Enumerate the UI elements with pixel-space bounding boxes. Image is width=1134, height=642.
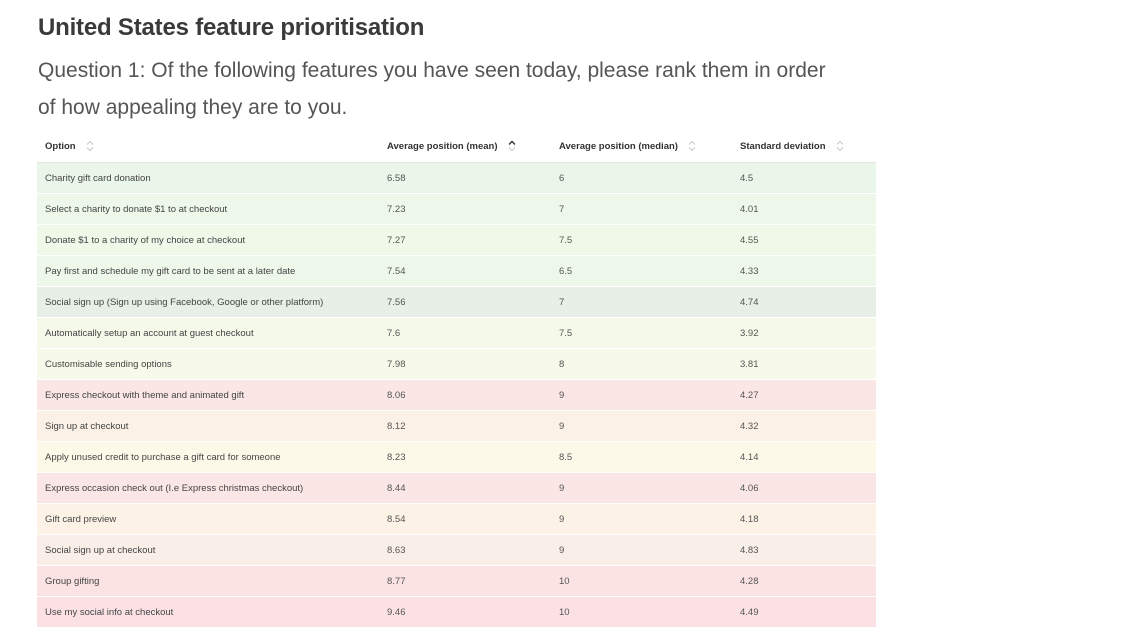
column-header-stddev[interactable]: Standard deviation (732, 140, 876, 152)
cell-option: Group gifting (45, 575, 100, 587)
cell-median: 8.5 (559, 451, 573, 463)
column-header-mean[interactable]: Average position (mean) (379, 140, 551, 152)
cell-option: Sign up at checkout (45, 420, 129, 432)
cell-option: Express occasion check out (I.e Express … (45, 482, 304, 494)
cell-stddev: 4.32 (740, 420, 759, 432)
question-text: Question 1: Of the following features yo… (38, 59, 826, 119)
cell-mean: 7.56 (387, 296, 406, 308)
cell-mean: 8.06 (387, 389, 406, 401)
column-header-label: Average position (mean) (387, 140, 498, 152)
table-row: Express occasion check out (I.e Express … (37, 473, 876, 504)
cell-median: 9 (559, 482, 565, 494)
cell-option: Gift card preview (45, 513, 117, 525)
cell-stddev: 4.74 (740, 296, 759, 308)
cell-option: Social sign up at checkout (45, 544, 156, 556)
table-row: Use my social info at checkout 9.46 10 4.49 (37, 597, 876, 628)
cell-median: 8 (559, 358, 565, 370)
table-row: Donate $1 to a charity of my choice at c… (37, 225, 876, 256)
cell-mean: 8.23 (387, 451, 406, 463)
cell-median: 9 (559, 420, 565, 432)
cell-median: 9 (559, 513, 565, 525)
cell-median: 7 (559, 296, 565, 308)
cell-mean: 7.27 (387, 234, 406, 246)
cell-median: 6.5 (559, 265, 573, 277)
table-row: Gift card preview 8.54 9 4.18 (37, 504, 876, 535)
cell-stddev: 4.27 (740, 389, 759, 401)
cell-option: Pay first and schedule my gift card to b… (45, 265, 296, 277)
table-row: Customisable sending options 7.98 8 3.81 (37, 349, 876, 380)
cell-mean: 8.12 (387, 420, 406, 432)
sort-neutral-icon (836, 140, 844, 152)
cell-stddev: 4.28 (740, 575, 759, 587)
cell-stddev: 4.14 (740, 451, 759, 463)
column-header-option[interactable]: Option (37, 140, 379, 152)
cell-option: Automatically setup an account at guest … (45, 327, 254, 339)
table-row: Sign up at checkout 8.12 9 4.32 (37, 411, 876, 442)
cell-mean: 8.77 (387, 575, 406, 587)
cell-option: Donate $1 to a charity of my choice at c… (45, 234, 246, 246)
sort-ascending-icon (508, 140, 516, 152)
table-row: Group gifting 8.77 10 4.28 (37, 566, 876, 597)
column-header-label: Option (45, 140, 76, 152)
cell-stddev: 3.92 (740, 327, 759, 339)
cell-median: 7 (559, 203, 565, 215)
cell-option: Express checkout with theme and animated… (45, 389, 245, 401)
cell-median: 7.5 (559, 234, 573, 246)
cell-stddev: 4.33 (740, 265, 759, 277)
cell-median: 10 (559, 606, 570, 618)
cell-option: Apply unused credit to purchase a gift c… (45, 451, 281, 463)
cell-option: Customisable sending options (45, 358, 172, 370)
cell-mean: 7.23 (387, 203, 406, 215)
cell-stddev: 4.83 (740, 544, 759, 556)
cell-mean: 7.6 (387, 327, 401, 339)
table-row: Charity gift card donation 6.58 6 4.5 (37, 163, 876, 194)
cell-mean: 7.98 (387, 358, 406, 370)
cell-median: 7.5 (559, 327, 573, 339)
cell-stddev: 4.55 (740, 234, 759, 246)
cell-stddev: 4.01 (740, 203, 759, 215)
column-header-median[interactable]: Average position (median) (551, 140, 732, 152)
table-row: Apply unused credit to purchase a gift c… (37, 442, 876, 473)
cell-mean: 6.58 (387, 172, 406, 184)
cell-mean: 8.54 (387, 513, 406, 525)
cell-stddev: 3.81 (740, 358, 759, 370)
results-table: Option Average position (mean) Average p… (37, 130, 876, 628)
cell-stddev: 4.49 (740, 606, 759, 618)
cell-mean: 8.44 (387, 482, 406, 494)
table-row: Pay first and schedule my gift card to b… (37, 256, 876, 287)
cell-option: Select a charity to donate $1 to at chec… (45, 203, 228, 215)
cell-mean: 9.46 (387, 606, 406, 618)
sort-neutral-icon (688, 140, 696, 152)
cell-option: Social sign up (Sign up using Facebook, … (45, 296, 324, 308)
cell-mean: 7.54 (387, 265, 406, 277)
table-body: Charity gift card donation 6.58 6 4.5 Select… (37, 163, 876, 628)
table-header: Option Average position (mean) Average p… (37, 130, 876, 163)
page-title: United States feature prioritisation (38, 14, 425, 41)
cell-median: 6 (559, 172, 565, 184)
column-header-label: Standard deviation (740, 140, 826, 152)
sort-neutral-icon (86, 140, 94, 152)
table-row: Automatically setup an account at guest … (37, 318, 876, 349)
table-row: Select a charity to donate $1 to at chec… (37, 194, 876, 225)
column-header-label: Average position (median) (559, 140, 678, 152)
table-row: Express checkout with theme and animated… (37, 380, 876, 411)
table-row: Social sign up (Sign up using Facebook, … (37, 287, 876, 318)
cell-option: Charity gift card donation (45, 172, 151, 184)
cell-stddev: 4.06 (740, 482, 759, 494)
cell-median: 10 (559, 575, 570, 587)
cell-stddev: 4.18 (740, 513, 759, 525)
cell-option: Use my social info at checkout (45, 606, 174, 618)
cell-mean: 8.63 (387, 544, 406, 556)
cell-median: 9 (559, 544, 565, 556)
cell-median: 9 (559, 389, 565, 401)
table-row: Social sign up at checkout 8.63 9 4.83 (37, 535, 876, 566)
cell-stddev: 4.5 (740, 172, 754, 184)
